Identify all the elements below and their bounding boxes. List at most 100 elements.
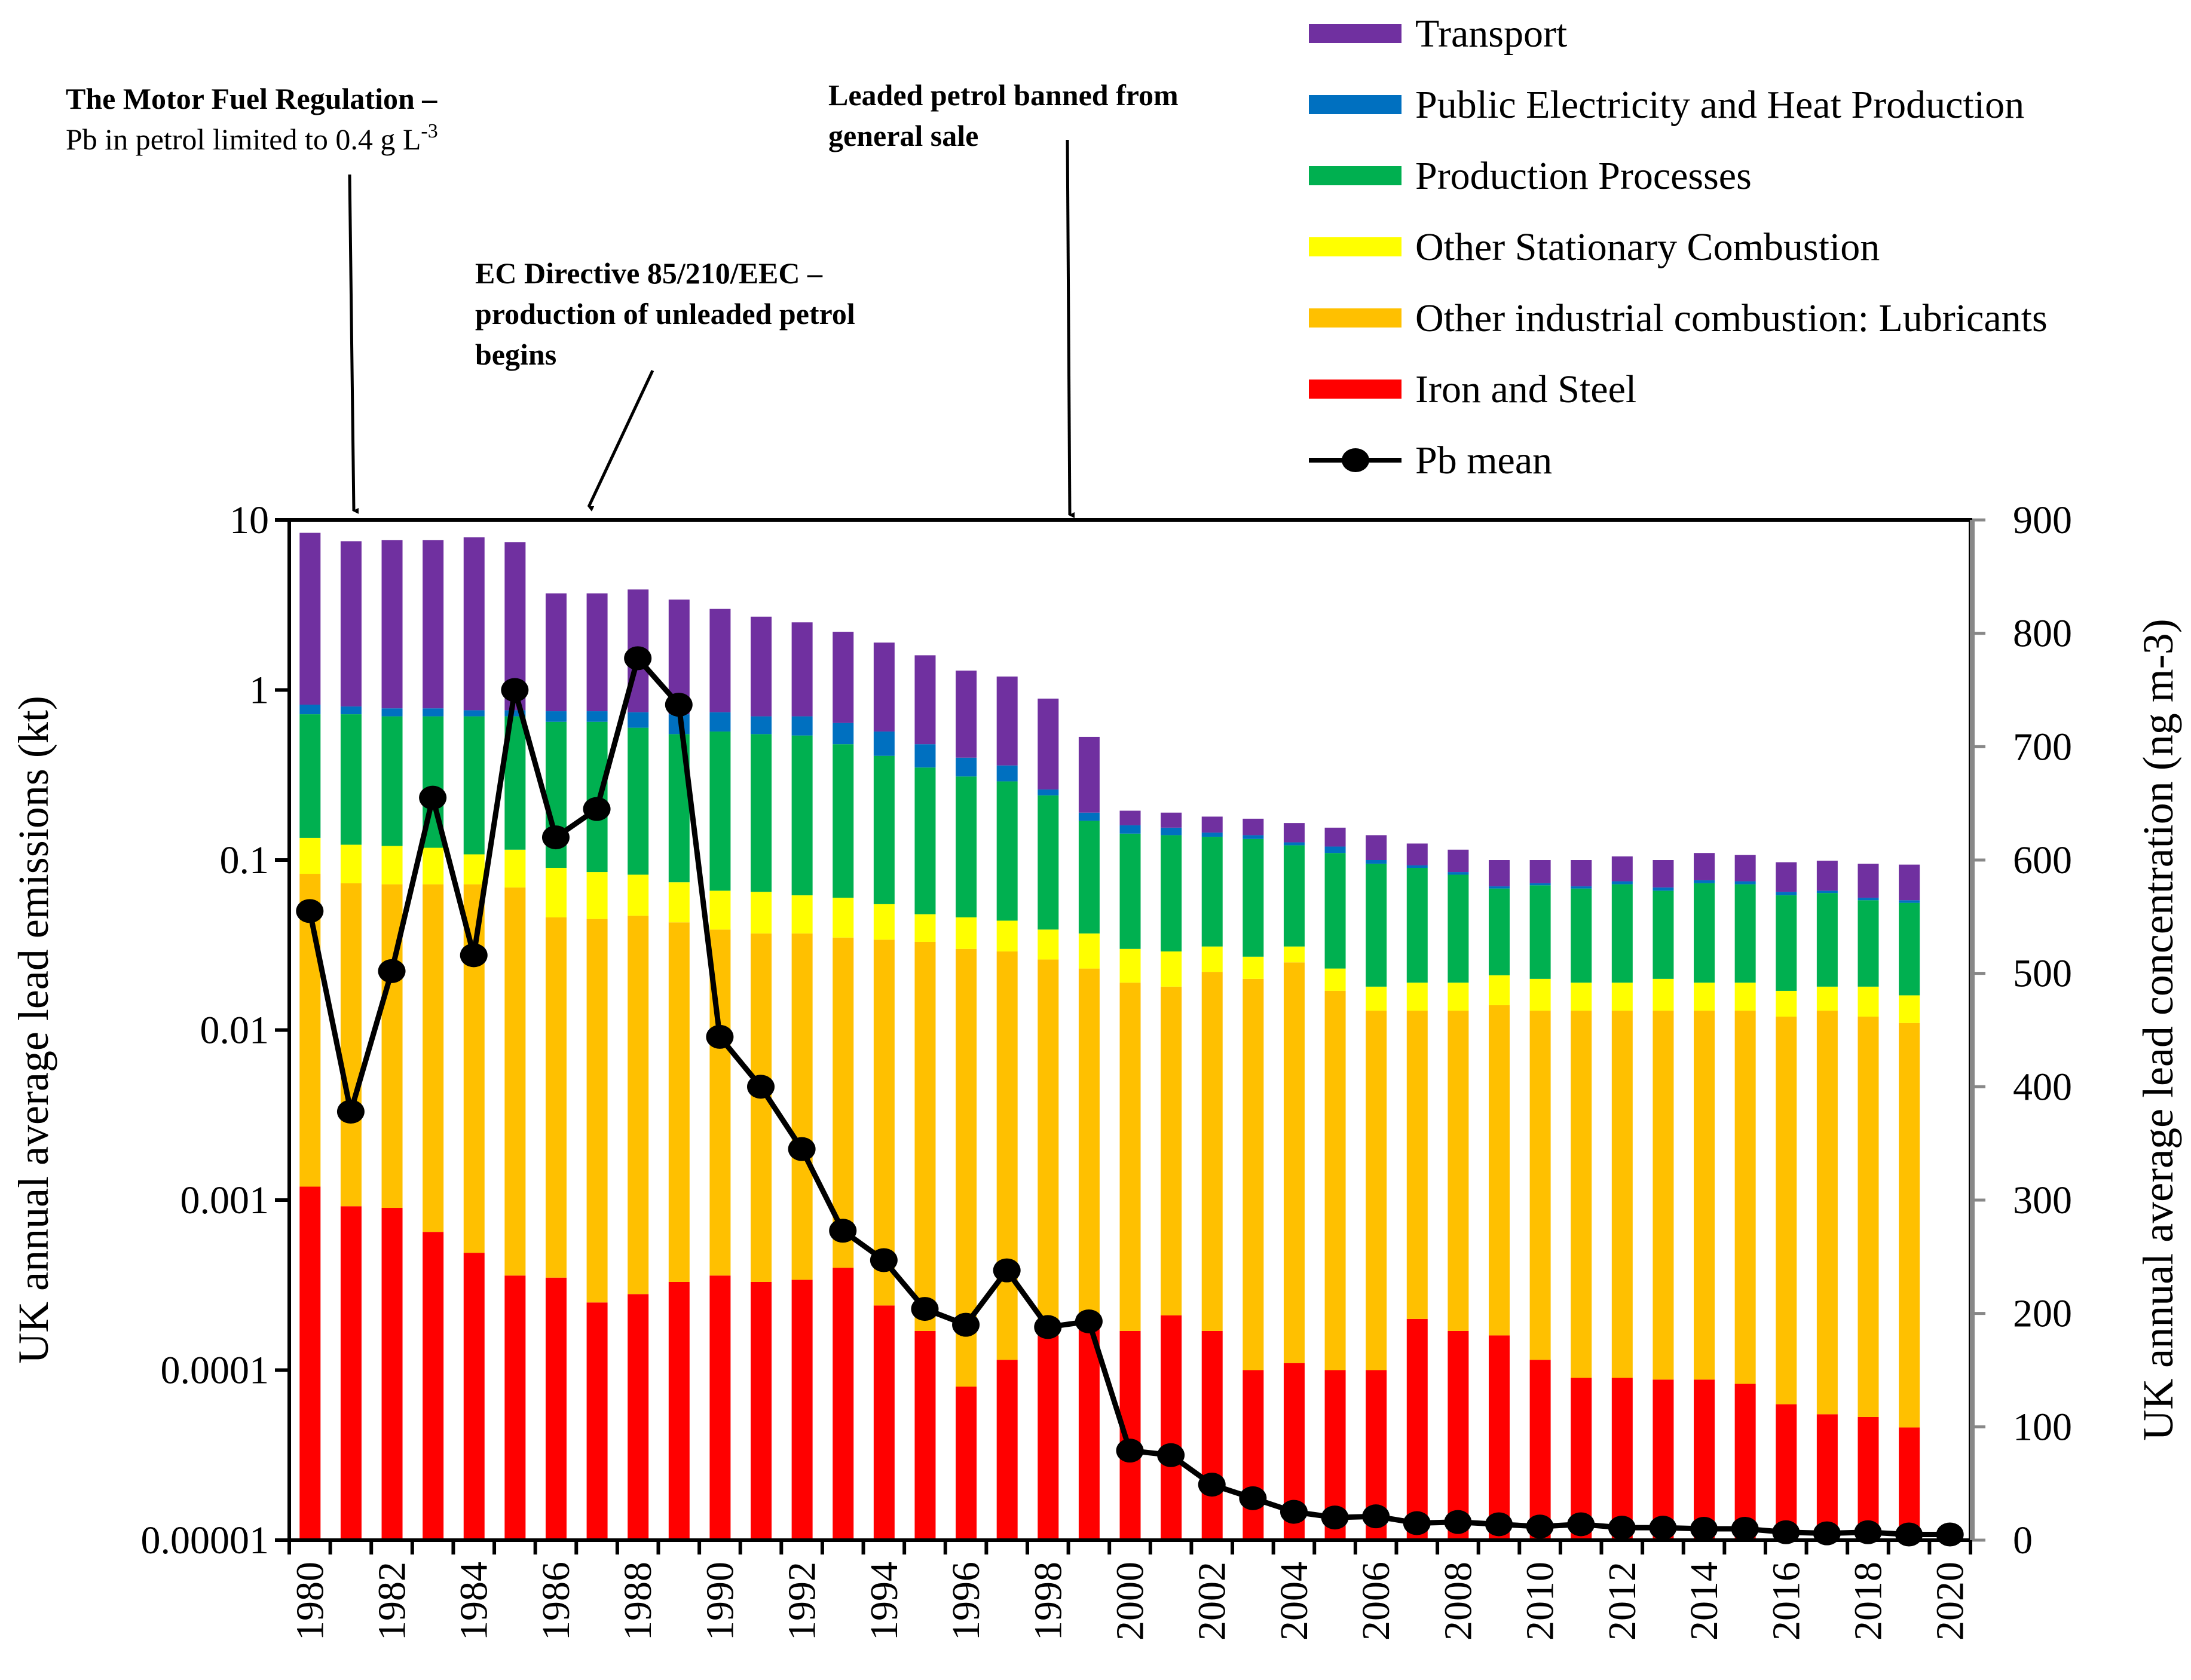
legend-marker	[1342, 448, 1369, 472]
y2-tick-label: 800	[2013, 612, 2072, 656]
y2-tick-label: 300	[2013, 1179, 2072, 1222]
bar-iron-and-steel-2016	[1776, 1404, 1797, 1540]
pb-mean-point-2010	[1526, 1514, 1554, 1539]
bar-other-stationary-combustion-2017	[1816, 986, 1838, 1011]
bar-iron-and-steel-1981	[340, 1206, 362, 1540]
bar-public-electricity-and-heat-production-2001	[1161, 827, 1182, 836]
x-tick-label: 1990	[698, 1562, 742, 1641]
bar-production-processes-2018	[1858, 900, 1879, 987]
pb-mean-point-2008	[1444, 1510, 1472, 1534]
bar-other-stationary-combustion-1984	[463, 854, 485, 885]
bar-transport-1999	[1078, 736, 1100, 813]
x-tick-label: 2010	[1519, 1562, 1562, 1641]
bar-other-industrial-combustion-lubricants-1997	[996, 951, 1018, 1360]
bar-transport-1992	[791, 622, 813, 717]
pb-mean-point-1995	[911, 1297, 939, 1321]
bar-other-stationary-combustion-2015	[1734, 983, 1756, 1011]
pb-mean-point-2007	[1403, 1511, 1431, 1535]
bar-production-processes-2010	[1529, 885, 1551, 979]
bar-other-industrial-combustion-lubricants-2019	[1899, 1023, 1920, 1428]
bar-other-industrial-combustion-lubricants-2015	[1734, 1011, 1756, 1384]
bar-production-processes-2002	[1201, 837, 1223, 947]
legend-swatch	[1309, 237, 1401, 256]
bar-other-stationary-combustion-1982	[381, 846, 403, 885]
bar-other-stationary-combustion-1980	[299, 837, 321, 874]
bar-other-industrial-combustion-lubricants-1988	[628, 916, 649, 1295]
bar-public-electricity-and-heat-production-1981	[340, 706, 362, 715]
bar-public-electricity-and-heat-production-1997	[996, 765, 1018, 782]
y-tick-label: 10	[229, 498, 269, 542]
bar-production-processes-2011	[1571, 888, 1592, 983]
bar-other-stationary-combustion-2009	[1488, 975, 1510, 1005]
y2-tick-label: 600	[2013, 839, 2072, 882]
bar-other-stationary-combustion-1988	[628, 874, 649, 916]
bar-production-processes-2004	[1283, 845, 1305, 947]
bar-other-stationary-combustion-2002	[1201, 946, 1223, 972]
bar-other-stationary-combustion-1999	[1078, 933, 1100, 969]
y2-tick-label: 0	[2013, 1519, 2033, 1562]
bar-public-electricity-and-heat-production-2003	[1243, 835, 1264, 839]
bar-public-electricity-and-heat-production-2017	[1816, 891, 1838, 893]
bar-public-electricity-and-heat-production-2014	[1694, 880, 1715, 883]
bar-production-processes-1993	[833, 744, 854, 898]
annotation-arrow-1981	[348, 174, 359, 514]
x-tick-label: 1998	[1026, 1562, 1070, 1641]
bar-iron-and-steel-2015	[1734, 1384, 1756, 1540]
bar-production-processes-2014	[1694, 883, 1715, 983]
bar-other-stationary-combustion-2012	[1611, 983, 1633, 1011]
bar-other-stationary-combustion-1996	[956, 917, 977, 949]
pb-mean-point-2003	[1239, 1486, 1267, 1510]
pb-mean-point-1997	[993, 1258, 1021, 1283]
bar-transport-1993	[833, 632, 854, 723]
pb-mean-point-1985	[501, 678, 529, 702]
bar-other-stationary-combustion-1989	[668, 882, 690, 923]
pb-mean-point-2004	[1280, 1500, 1308, 1524]
pb-mean-point-2000	[1116, 1439, 1144, 1463]
x-tick-label: 1980	[288, 1562, 332, 1641]
bar-other-industrial-combustion-lubricants-1985	[504, 887, 526, 1276]
pb-mean-point-1999	[1075, 1309, 1103, 1333]
bar-public-electricity-and-heat-production-2009	[1488, 886, 1510, 889]
bar-iron-and-steel-2009	[1488, 1335, 1510, 1540]
pb-mean-point-1991	[747, 1075, 775, 1099]
bar-transport-2002	[1201, 816, 1223, 833]
bar-public-electricity-and-heat-production-1986	[545, 711, 567, 722]
legend-swatch	[1309, 308, 1401, 328]
x-tick-label: 1996	[944, 1562, 988, 1641]
bar-other-stationary-combustion-2019	[1899, 995, 1920, 1023]
y-tick-label: 0.01	[200, 1009, 270, 1052]
bar-iron-and-steel-1994	[873, 1305, 895, 1540]
bar-transport-2008	[1448, 849, 1469, 873]
bar-iron-and-steel-1996	[956, 1387, 977, 1540]
bar-iron-and-steel-1999	[1078, 1326, 1100, 1540]
legend-label: Production Processes	[1415, 154, 1752, 198]
bar-transport-2009	[1488, 860, 1510, 887]
bar-iron-and-steel-1993	[833, 1268, 854, 1540]
bar-other-stationary-combustion-2001	[1161, 951, 1182, 987]
bar-production-processes-1987	[586, 721, 608, 873]
x-tick-label: 2008	[1436, 1562, 1480, 1641]
bar-other-industrial-combustion-lubricants-2007	[1406, 1011, 1428, 1319]
bar-public-electricity-and-heat-production-2000	[1119, 825, 1141, 834]
bar-production-processes-1997	[996, 781, 1018, 921]
bar-production-processes-2019	[1899, 902, 1920, 996]
bar-transport-1983	[423, 540, 444, 709]
pb-mean-point-2015	[1731, 1517, 1759, 1541]
x-tick-label: 1984	[452, 1562, 496, 1641]
bar-production-processes-2007	[1406, 868, 1428, 983]
y2-tick-label: 200	[2013, 1292, 2072, 1336]
bar-transport-2018	[1858, 864, 1879, 898]
bar-iron-and-steel-1995	[914, 1330, 936, 1540]
bar-other-industrial-combustion-lubricants-1995	[914, 941, 936, 1331]
pb-mean-point-1988	[624, 646, 652, 671]
pb-mean-point-1990	[706, 1024, 734, 1049]
bar-public-electricity-and-heat-production-2015	[1734, 881, 1756, 885]
bar-iron-and-steel-2014	[1694, 1379, 1715, 1540]
bar-other-industrial-combustion-lubricants-2018	[1858, 1016, 1879, 1417]
legend-item: Public Electricity and Heat Production	[1309, 83, 2024, 127]
pb-mean-point-1989	[665, 693, 693, 717]
bar-public-electricity-and-heat-production-2011	[1571, 886, 1592, 889]
x-tick-label: 1988	[616, 1562, 660, 1641]
bar-other-industrial-combustion-lubricants-2016	[1776, 1016, 1797, 1404]
bar-iron-and-steel-2010	[1529, 1360, 1551, 1540]
